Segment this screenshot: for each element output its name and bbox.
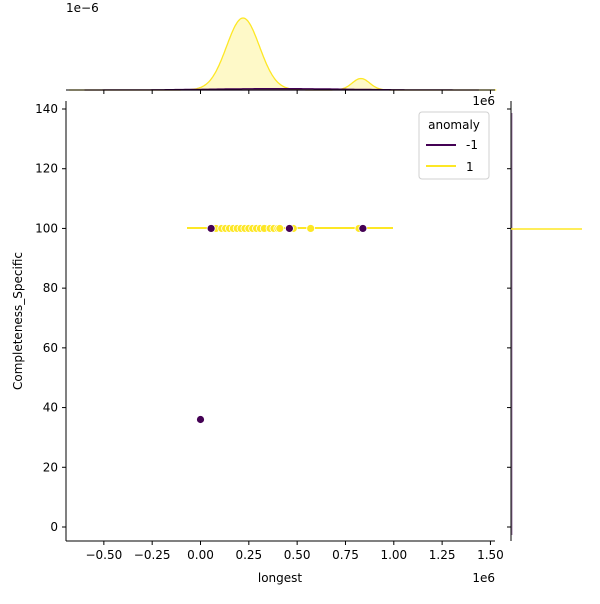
y-tick-label: 40 bbox=[43, 401, 58, 415]
x-tick-label: 0.75 bbox=[332, 548, 359, 562]
right-marginal-offset-label: 1e6 bbox=[472, 94, 495, 108]
main-axes: −0.50 −0.25 0.00 0.25 0.50 0.75 1.00 1.25 1.50 0… bbox=[11, 101, 504, 585]
top-marginal-offset-label: 1e−6 bbox=[66, 1, 99, 15]
x-axis-ticks: −0.50 −0.25 0.00 0.25 0.50 0.75 1.00 1.25 1.50 bbox=[85, 541, 504, 562]
scatter-point-anomaly bbox=[358, 224, 368, 233]
scatter-points bbox=[196, 224, 368, 424]
top-marginal-ticks bbox=[103, 90, 491, 94]
scatter-point-anomaly bbox=[196, 415, 205, 424]
scatter-point-anomaly bbox=[206, 224, 216, 233]
y-axis-label: Completeness_Specific bbox=[11, 252, 25, 390]
y-tick-label: 120 bbox=[35, 162, 58, 176]
x-tick-label: 1.25 bbox=[429, 548, 456, 562]
x-tick-label: −0.50 bbox=[85, 548, 122, 562]
legend-label-negative: -1 bbox=[466, 138, 478, 152]
x-tick-label: 0.25 bbox=[235, 548, 262, 562]
x-tick-label: 0.50 bbox=[284, 548, 311, 562]
x-tick-label: −0.25 bbox=[134, 548, 171, 562]
y-tick-label: 100 bbox=[35, 221, 58, 235]
x-tick-label: 1.00 bbox=[380, 548, 407, 562]
x-axis-label: longest bbox=[258, 571, 303, 585]
legend: anomaly -1 1 bbox=[418, 111, 490, 180]
scatter-point-anomaly bbox=[285, 224, 294, 233]
top-marginal-axes: 1e−6 bbox=[66, 1, 497, 94]
y-tick-label: 80 bbox=[43, 281, 58, 295]
legend-title: anomaly bbox=[428, 118, 480, 132]
top-kde-line-positive bbox=[69, 17, 497, 91]
y-tick-label: 60 bbox=[43, 341, 58, 355]
y-tick-label: 20 bbox=[43, 460, 58, 474]
y-axis-ticks: 0 20 40 60 80 100 120 140 bbox=[35, 102, 66, 534]
right-marginal-ticks bbox=[507, 108, 511, 528]
scatter-point-normal bbox=[306, 224, 316, 233]
legend-label-positive: 1 bbox=[466, 160, 474, 174]
scatter-point-normal bbox=[275, 224, 285, 233]
x-tick-label: 1.50 bbox=[477, 548, 504, 562]
top-kde-fill-positive bbox=[69, 18, 497, 90]
right-marginal-axes: 1e6 bbox=[472, 94, 582, 541]
y-tick-label: 140 bbox=[35, 102, 58, 116]
x-tick-label: 0.00 bbox=[187, 548, 214, 562]
x-axis-offset-label: 1e6 bbox=[472, 571, 495, 585]
y-tick-label: 0 bbox=[50, 520, 58, 534]
